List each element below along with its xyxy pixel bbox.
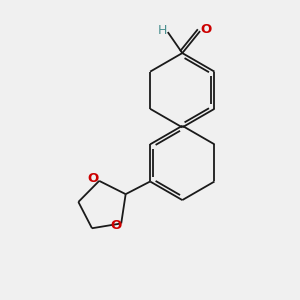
Text: O: O (88, 172, 99, 185)
Text: O: O (200, 23, 211, 36)
Text: H: H (157, 24, 167, 37)
Text: O: O (110, 219, 122, 232)
